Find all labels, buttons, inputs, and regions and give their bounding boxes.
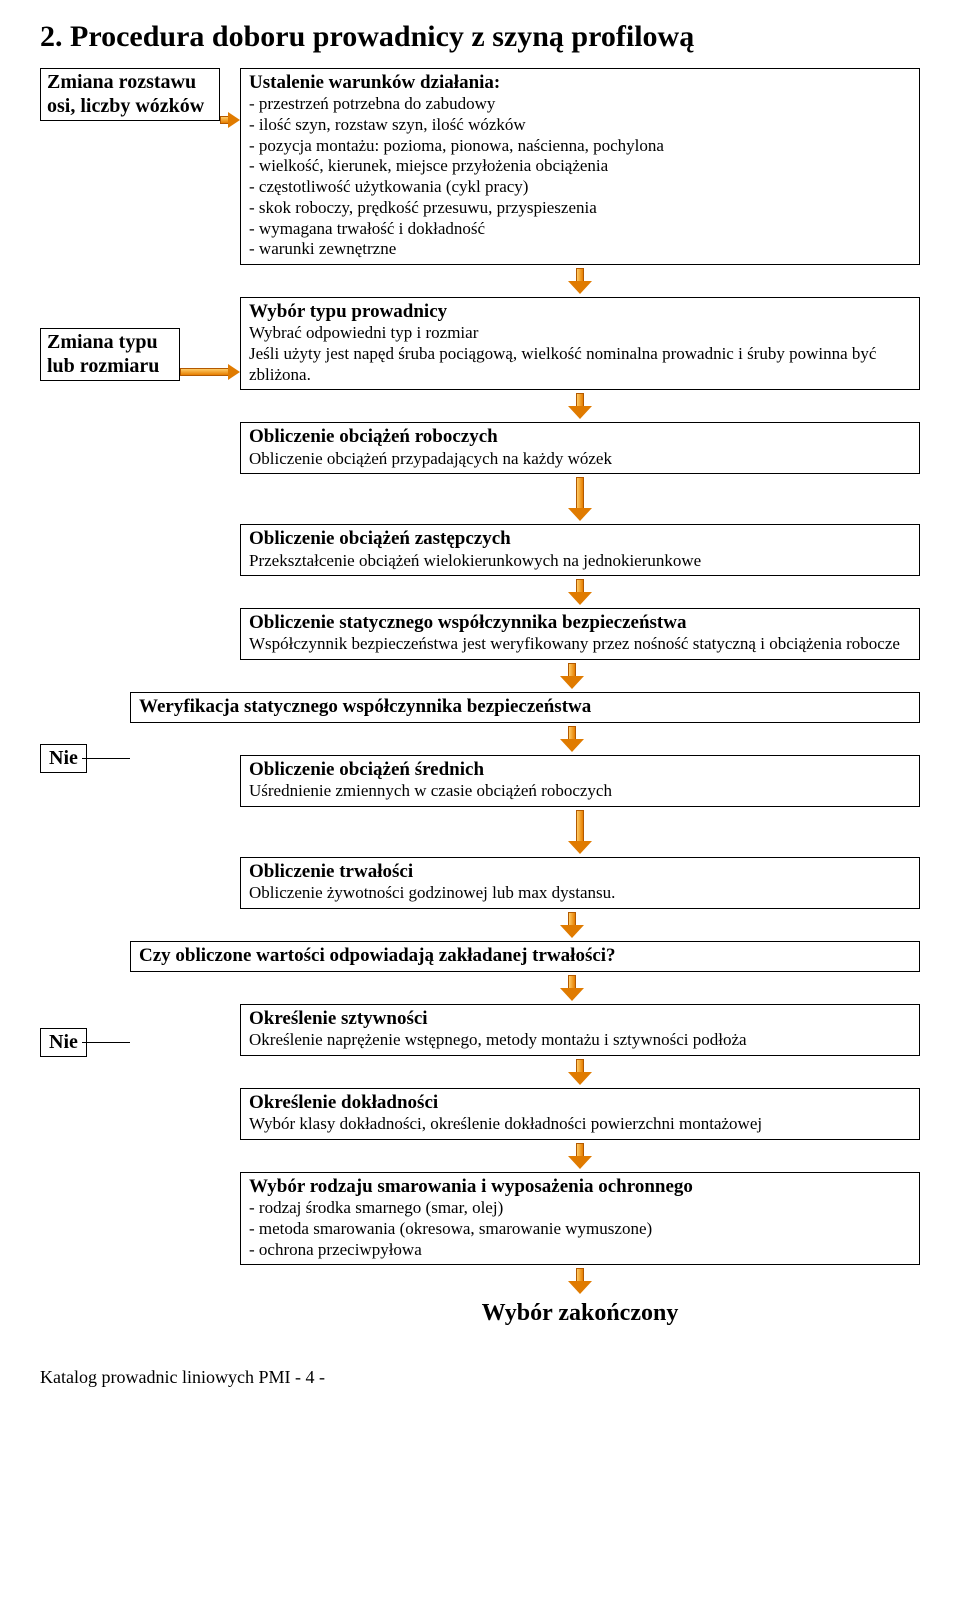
box-line: Obliczenie żywotności godzinowej lub max… xyxy=(249,883,911,904)
arrow-down-icon xyxy=(568,268,592,294)
box-equiv-loads: Obliczenie obciążeń zastępczych Przekszt… xyxy=(240,524,920,576)
box-select-type: Wybór typu prowadnicy Wybrać odpowiedni … xyxy=(240,297,920,390)
box-check-durability: Czy obliczone wartości odpowiadają zakła… xyxy=(130,941,920,972)
box-line: Jeśli użyty jest napęd śruba pociągową, … xyxy=(249,344,911,385)
end-label: Wybór zakończony xyxy=(240,1300,920,1327)
arrow-down-icon xyxy=(560,912,584,938)
box-title: Obliczenie trwałości xyxy=(249,861,413,882)
arrow-down-icon xyxy=(568,1059,592,1085)
box-line: - wielkość, kierunek, miejsce przyłożeni… xyxy=(249,156,911,177)
box-mean-loads: Obliczenie obciążeń średnich Uśrednienie… xyxy=(240,755,920,807)
box-title: Ustalenie warunków działania: xyxy=(249,72,500,93)
box-static-coeff: Obliczenie statycznego współczynnika bez… xyxy=(240,608,920,660)
box-line: - wymagana trwałość i dokładność xyxy=(249,219,911,240)
box-lubrication: Wybór rodzaju smarowania i wyposażenia o… xyxy=(240,1172,920,1265)
arrow-down-icon xyxy=(568,810,592,854)
arrow-down-icon xyxy=(568,477,592,521)
arrow-right-icon xyxy=(220,114,240,126)
nie-label-2: Nie xyxy=(40,1028,87,1057)
arrow-down-icon xyxy=(560,975,584,1001)
box-line: - metoda smarowania (okresowa, smarowani… xyxy=(249,1219,911,1240)
flowchart: Zmiana rozstawu osi, liczby wózków Zmian… xyxy=(40,68,920,1327)
box-line: Przekształcenie obciążeń wielokierunkowy… xyxy=(249,551,911,572)
arrow-down-icon xyxy=(568,1268,592,1294)
box-conditions: Ustalenie warunków działania: - przestrz… xyxy=(240,68,920,265)
box-title: Określenie dokładności xyxy=(249,1092,438,1113)
box-working-loads: Obliczenie obciążeń roboczych Obliczenie… xyxy=(240,422,920,474)
full-column: Weryfikacja statycznego współczynnika be… xyxy=(130,692,920,723)
page-title: 2. Procedura doboru prowadnicy z szyną p… xyxy=(40,20,920,54)
arrow-right-icon xyxy=(180,366,240,378)
box-title: Obliczenie obciążeń roboczych xyxy=(249,426,498,447)
arrow-down-icon xyxy=(568,1143,592,1169)
box-title: Czy obliczone wartości odpowiadają zakła… xyxy=(139,945,616,966)
box-line: Uśrednienie zmiennych w czasie obciążeń … xyxy=(249,781,911,802)
box-title: Wybór typu prowadnicy xyxy=(249,301,447,322)
box-title: Obliczenie obciążeń średnich xyxy=(249,759,484,780)
arrow-down-icon xyxy=(560,726,584,752)
side-box-line: Zmiana typu xyxy=(47,331,173,355)
nie-label-1: Nie xyxy=(40,744,87,773)
nie-text: Nie xyxy=(49,747,78,769)
box-line: Określenie naprężenie wstępnego, metody … xyxy=(249,1030,911,1051)
box-line: - ochrona przeciwpyłowa xyxy=(249,1240,911,1261)
box-line: Współczynnik bezpieczeństwa jest weryfik… xyxy=(249,634,911,655)
box-title: Wybór rodzaju smarowania i wyposażenia o… xyxy=(249,1176,693,1197)
box-line: - pozycja montażu: pozioma, pionowa, naś… xyxy=(249,136,911,157)
box-verify-static: Weryfikacja statycznego współczynnika be… xyxy=(130,692,920,723)
box-title: Obliczenie obciążeń zastępczych xyxy=(249,528,511,549)
box-title: Obliczenie statycznego współczynnika bez… xyxy=(249,612,686,633)
side-box-change-type: Zmiana typu lub rozmiaru xyxy=(40,328,180,381)
box-line: Wybrać odpowiedni typ i rozmiar xyxy=(249,323,911,344)
box-line: - ilość szyn, rozstaw szyn, ilość wózków xyxy=(249,115,911,136)
box-line: - rodzaj środka smarnego (smar, olej) xyxy=(249,1198,911,1219)
box-line: - częstotliwość użytkowania (cykl pracy) xyxy=(249,177,911,198)
box-stiffness: Określenie sztywności Określenie napręże… xyxy=(240,1004,920,1056)
side-box-line: osi, liczby wózków xyxy=(47,95,213,119)
box-line: Wybór klasy dokładności, określenie dokł… xyxy=(249,1114,911,1135)
side-box-line: lub rozmiaru xyxy=(47,355,173,379)
side-box-line: Zmiana rozstawu xyxy=(47,71,213,95)
box-title: Weryfikacja statycznego współczynnika be… xyxy=(139,696,591,717)
side-box-change-axis: Zmiana rozstawu osi, liczby wózków xyxy=(40,68,220,121)
feedback-line xyxy=(82,758,130,759)
feedback-line xyxy=(82,1042,130,1043)
feedback-line xyxy=(60,758,61,759)
box-title: Określenie sztywności xyxy=(249,1008,428,1029)
main-column: Ustalenie warunków działania: - przestrz… xyxy=(240,68,920,660)
box-line: - przestrzeń potrzebna do zabudowy xyxy=(249,94,911,115)
arrow-down-icon xyxy=(560,663,584,689)
box-line: - skok roboczy, prędkość przesuwu, przys… xyxy=(249,198,911,219)
arrow-down-icon xyxy=(568,393,592,419)
box-durability: Obliczenie trwałości Obliczenie żywotnoś… xyxy=(240,857,920,909)
box-line: Obliczenie obciążeń przypadających na ka… xyxy=(249,449,911,470)
page-footer: Katalog prowadnic liniowych PMI - 4 - xyxy=(40,1367,920,1388)
arrow-down-icon xyxy=(568,579,592,605)
box-accuracy: Określenie dokładności Wybór klasy dokła… xyxy=(240,1088,920,1140)
box-line: - warunki zewnętrzne xyxy=(249,239,911,260)
nie-text: Nie xyxy=(49,1031,78,1053)
